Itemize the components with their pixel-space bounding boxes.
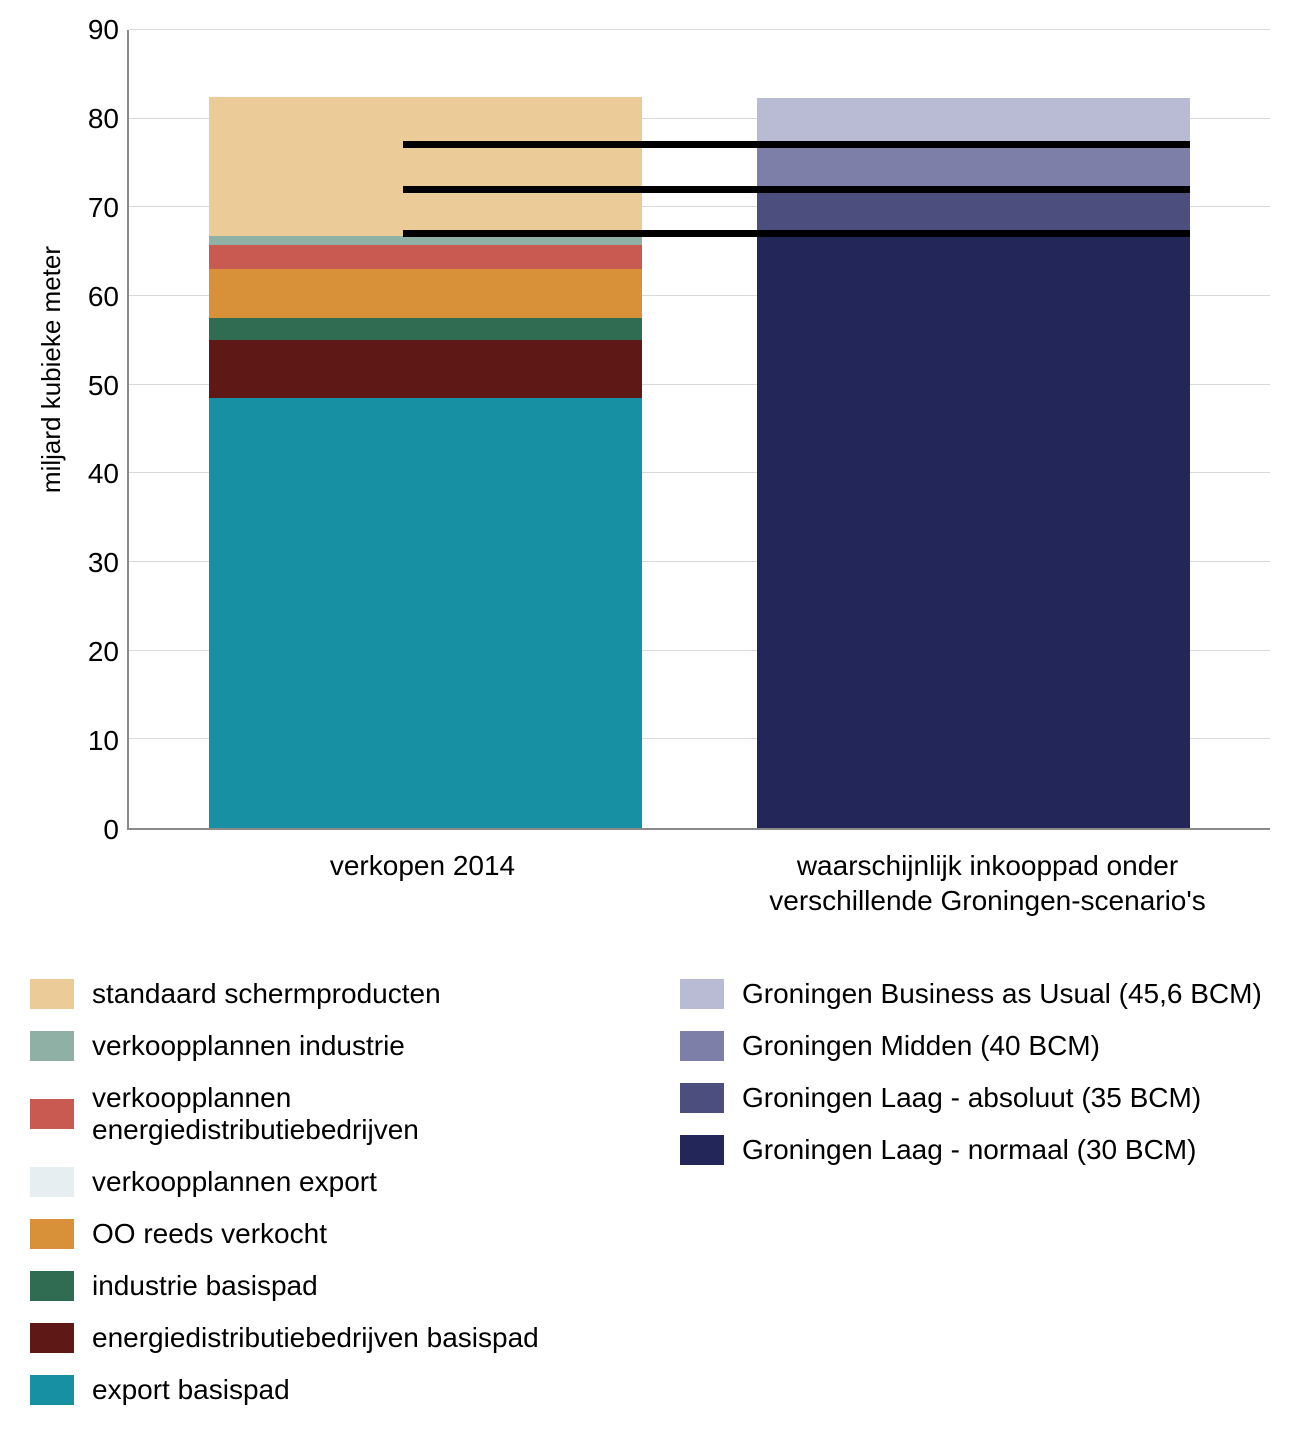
- legend-label: Groningen Midden (40 BCM): [742, 1030, 1100, 1062]
- segment-verkoopplannen_industrie: [209, 236, 643, 245]
- segment-energiedistributiebedrijven_basispad: [209, 340, 643, 398]
- connector-line: [403, 141, 1190, 148]
- x-axis-labels: verkopen 2014waarschijnlijk inkooppad on…: [140, 848, 1270, 918]
- legend-label: Groningen Business as Usual (45,6 BCM): [742, 978, 1262, 1010]
- legend: standaard schermproducten verkoopplannen …: [30, 978, 1270, 1426]
- legend-label: Groningen Laag - absoluut (35 BCM): [742, 1082, 1201, 1114]
- legend-item: verkoopplannen industrie: [30, 1030, 620, 1062]
- legend-item: export basispad: [30, 1374, 620, 1406]
- legend-label: OO reeds verkocht: [92, 1218, 327, 1250]
- y-tick-label: 50: [88, 370, 119, 402]
- legend-swatch: [30, 1031, 74, 1061]
- connector-line: [403, 230, 1190, 237]
- grid-line: [129, 29, 1270, 30]
- y-tick-label: 0: [103, 814, 119, 846]
- segment-groningen_laag_normaal: [757, 234, 1191, 828]
- y-tick-label: 60: [88, 281, 119, 313]
- y-tick-label: 10: [88, 725, 119, 757]
- y-tick-label: 90: [88, 14, 119, 46]
- y-tick-label: 20: [88, 636, 119, 668]
- legend-item: standaard schermproducten: [30, 978, 620, 1010]
- legend-label: export basispad: [92, 1374, 290, 1406]
- legend-item: Groningen Midden (40 BCM): [680, 1030, 1270, 1062]
- legend-item: energiedistributiebedrijven basispad: [30, 1322, 620, 1354]
- segment-export_basispad: [209, 398, 643, 828]
- y-tick-label: 30: [88, 547, 119, 579]
- y-tick-label: 40: [88, 458, 119, 490]
- legend-swatch: [30, 1271, 74, 1301]
- y-tick-label: 70: [88, 192, 119, 224]
- connector-line: [403, 186, 1190, 193]
- legend-label: industrie basispad: [92, 1270, 318, 1302]
- segment-industrie_basispad: [209, 318, 643, 340]
- legend-swatch: [680, 1135, 724, 1165]
- chart-container: miljard kubieke meter 010203040506070809…: [30, 30, 1270, 1426]
- legend-item: Groningen Business as Usual (45,6 BCM): [680, 978, 1270, 1010]
- y-axis-label: miljard kubieke meter: [30, 246, 67, 493]
- segment-groningen_laag_absoluut: [757, 190, 1191, 234]
- legend-swatch: [30, 1099, 74, 1129]
- legend-swatch: [30, 1167, 74, 1197]
- x-axis-label: verkopen 2014: [140, 848, 705, 918]
- legend-swatch: [680, 979, 724, 1009]
- y-tick-label: 80: [88, 103, 119, 135]
- legend-label: Groningen Laag - normaal (30 BCM): [742, 1134, 1196, 1166]
- legend-item: OO reeds verkocht: [30, 1218, 620, 1250]
- segment-groningen_midden: [757, 145, 1191, 189]
- bar-verkopen: [209, 97, 643, 829]
- legend-swatch: [30, 1375, 74, 1405]
- legend-item: industrie basispad: [30, 1270, 620, 1302]
- legend-item: Groningen Laag - normaal (30 BCM): [680, 1134, 1270, 1166]
- legend-column-left: standaard schermproducten verkoopplannen …: [30, 978, 620, 1426]
- legend-label: verkoopplannen export: [92, 1166, 377, 1198]
- legend-item: verkoopplannen energiedistributiebedrijv…: [30, 1082, 620, 1146]
- segment-verkoopplannen_energie: [209, 245, 643, 270]
- chart-area: miljard kubieke meter 010203040506070809…: [30, 30, 1270, 830]
- legend-swatch: [30, 1323, 74, 1353]
- legend-swatch: [30, 979, 74, 1009]
- legend-label: verkoopplannen industrie: [92, 1030, 405, 1062]
- segment-oo_reeds_verkocht: [209, 269, 643, 318]
- legend-swatch: [680, 1083, 724, 1113]
- legend-swatch: [680, 1031, 724, 1061]
- legend-label: verkoopplannen energiedistributiebedrijv…: [92, 1082, 620, 1146]
- plot-area: [127, 30, 1270, 830]
- legend-swatch: [30, 1219, 74, 1249]
- legend-item: Groningen Laag - absoluut (35 BCM): [680, 1082, 1270, 1114]
- segment-standaard_schermproducten: [209, 97, 643, 236]
- segment-groningen_bau: [757, 98, 1191, 145]
- legend-label: energiedistributiebedrijven basispad: [92, 1322, 539, 1354]
- x-axis-label: waarschijnlijk inkooppad onder verschill…: [705, 848, 1270, 918]
- legend-column-right: Groningen Business as Usual (45,6 BCM) Gr…: [680, 978, 1270, 1426]
- y-axis-ticks: 0102030405060708090: [67, 30, 127, 830]
- legend-item: verkoopplannen export: [30, 1166, 620, 1198]
- legend-label: standaard schermproducten: [92, 978, 441, 1010]
- bar-inkoop: [757, 98, 1191, 828]
